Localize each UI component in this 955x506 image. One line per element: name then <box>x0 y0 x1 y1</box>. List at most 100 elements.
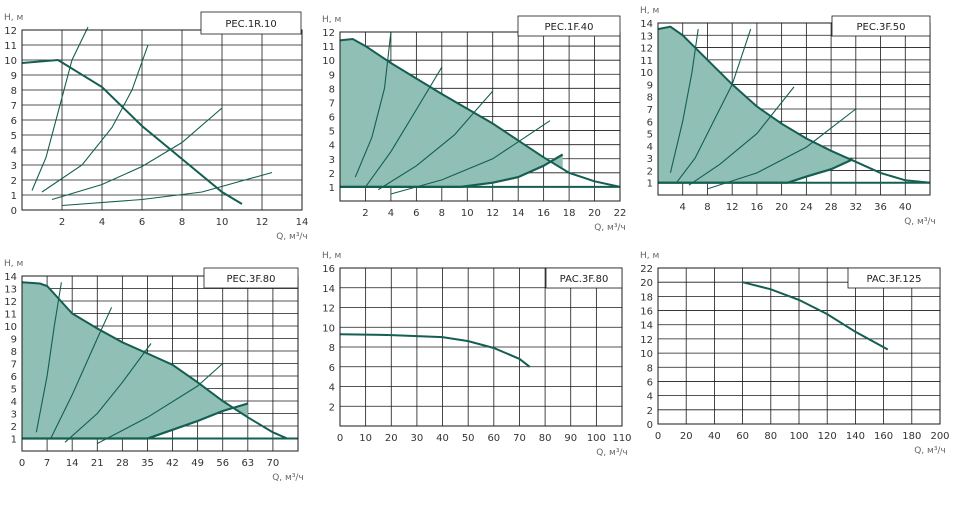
x-tick-label: 28 <box>825 202 838 213</box>
plot-frame <box>339 31 621 202</box>
y-tick-label: 3 <box>11 410 17 421</box>
system-curve-line <box>390 120 551 195</box>
y-tick-label: 5 <box>647 130 653 141</box>
y-tick-label: 8 <box>11 86 17 97</box>
system-curve-line <box>688 86 795 186</box>
y-tick-label: 11 <box>4 310 17 321</box>
chart-title-box <box>517 15 621 37</box>
x-tick-label: 12 <box>486 208 499 219</box>
x-tick-label: 10 <box>216 217 229 228</box>
y-tick-label: 11 <box>640 56 653 67</box>
y-tick-label: 16 <box>640 307 653 318</box>
y-tick-label: 7 <box>11 101 17 112</box>
x-tick-label: 56 <box>216 458 229 469</box>
chart-title-box <box>831 15 931 37</box>
plot-frame <box>21 275 299 452</box>
plot-frame <box>657 22 931 196</box>
y-tick-label: 8 <box>647 363 653 374</box>
chart-title-box <box>847 267 941 289</box>
x-tick-label: 22 <box>614 208 627 219</box>
y-tick-label: 5 <box>11 385 17 396</box>
chart-title-box <box>203 267 299 289</box>
performance-curve-line <box>21 281 288 440</box>
x-tick-label: 0 <box>655 431 661 442</box>
x-axis-label: Q, м³/ч <box>276 232 308 242</box>
y-tick-label: 10 <box>4 322 17 333</box>
y-tick-label: 6 <box>647 377 653 388</box>
y-tick-label: 4 <box>11 397 17 408</box>
y-tick-label: 2 <box>11 422 17 433</box>
x-tick-label: 2 <box>59 217 65 228</box>
performance-curve-line <box>657 25 931 184</box>
system-curve-line <box>669 29 699 174</box>
x-tick-label: 20 <box>775 202 788 213</box>
system-curve-line <box>50 307 113 439</box>
chart-title: PEC.1F.40 <box>545 22 594 33</box>
system-curve-line <box>41 44 149 193</box>
y-tick-label: 3 <box>329 155 335 166</box>
chart-6: PAC.3F.125 0 2 4 6 8 10 12 14 16 18 20 22 0 20 40 60 80 10… <box>640 251 950 456</box>
y-tick-label: 0 <box>647 420 653 431</box>
y-tick-label: 20 <box>640 278 653 289</box>
y-tick-label: 8 <box>329 84 335 95</box>
x-tick-label: 20 <box>588 208 601 219</box>
y-tick-label: 16 <box>322 264 335 275</box>
y-tick-label: 4 <box>329 141 335 152</box>
chart-title-box <box>200 11 302 35</box>
y-tick-label: 6 <box>11 372 17 383</box>
y-tick-label: 0 <box>11 206 17 217</box>
y-tick-label: 14 <box>4 272 17 283</box>
x-tick-label: 8 <box>439 208 445 219</box>
system-curve-line <box>61 171 273 207</box>
y-tick-label: 10 <box>4 56 17 67</box>
x-tick-label: 0 <box>337 433 343 444</box>
y-tick-label: 6 <box>647 117 653 128</box>
y-tick-label: 1 <box>647 179 653 190</box>
x-tick-label: 18 <box>563 208 576 219</box>
chart-5: PAC.3F.80 2 4 6 8 10 12 14 16 0 10 20 30 40 50 60 70 80 90… <box>322 251 632 458</box>
x-tick-label: 60 <box>736 431 749 442</box>
y-tick-label: 2 <box>647 166 653 177</box>
system-curve-line <box>676 28 752 184</box>
system-curve-line <box>51 107 223 201</box>
y-tick-label: 14 <box>640 19 653 30</box>
x-tick-label: 140 <box>846 431 865 442</box>
x-tick-label: 4 <box>388 208 394 219</box>
y-tick-label: 7 <box>329 98 335 109</box>
y-tick-label: 1 <box>329 183 335 194</box>
y-tick-label: 14 <box>640 321 653 332</box>
operating-area <box>340 39 563 187</box>
system-curve-line <box>35 282 62 433</box>
y-axis-label: H, м <box>4 259 23 269</box>
y-axis-label: H, м <box>322 251 341 261</box>
y-tick-label: 10 <box>322 323 335 334</box>
x-tick-label: 50 <box>462 433 475 444</box>
x-tick-label: 70 <box>513 433 526 444</box>
x-tick-label: 80 <box>539 433 552 444</box>
chart-title-box <box>545 267 623 289</box>
y-tick-label: 18 <box>640 292 653 303</box>
chart-title: PAC.3F.80 <box>560 274 609 285</box>
y-tick-label: 12 <box>322 304 335 315</box>
y-tick-label: 12 <box>640 44 653 55</box>
y-tick-label: 2 <box>11 176 17 187</box>
x-tick-label: 21 <box>91 458 104 469</box>
y-tick-label: 4 <box>329 383 335 394</box>
x-tick-label: 14 <box>512 208 525 219</box>
y-tick-label: 12 <box>4 297 17 308</box>
y-tick-label: 10 <box>640 349 653 360</box>
x-tick-label: 80 <box>764 431 777 442</box>
x-tick-label: 60 <box>487 433 500 444</box>
x-tick-label: 120 <box>818 431 837 442</box>
x-tick-label: 40 <box>708 431 721 442</box>
performance-curve-line <box>742 281 889 351</box>
y-tick-label: 2 <box>647 406 653 417</box>
x-tick-label: 0 <box>19 458 25 469</box>
x-tick-label: 10 <box>461 208 474 219</box>
y-tick-label: 8 <box>329 343 335 354</box>
